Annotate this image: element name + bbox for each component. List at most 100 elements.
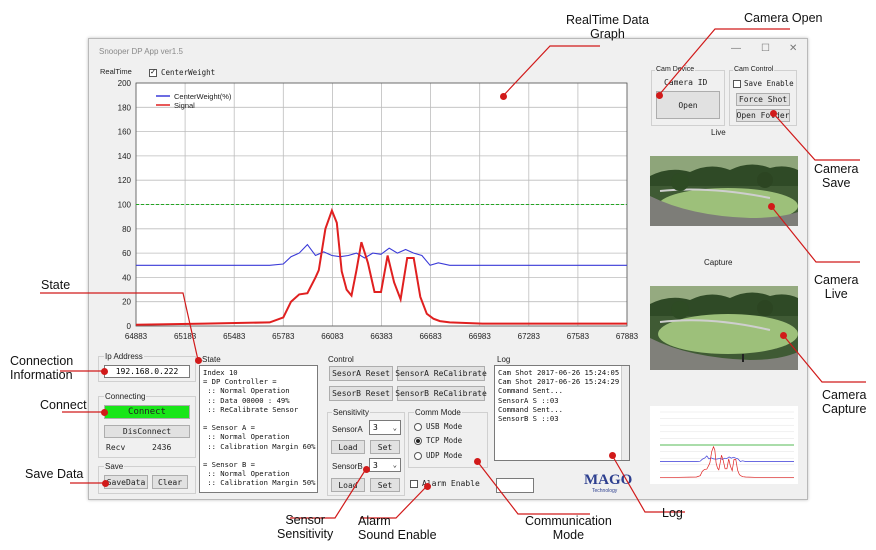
comm-mode-title: Comm Mode	[414, 408, 462, 417]
y-tick-label: 100	[118, 201, 132, 210]
sensor-b-reset-button[interactable]: SesorB Reset	[329, 386, 393, 401]
udp-mode-radio[interactable]	[414, 452, 422, 460]
x-tick-label: 65483	[223, 332, 246, 341]
callout-line-realtime	[502, 45, 600, 97]
save-enable-label: Save Enable	[744, 79, 794, 88]
cam-device-title: Cam Device	[655, 66, 696, 73]
log-textbox: Cam Shot 2017-06-26 15:24:05 Cam Shot 20…	[494, 365, 630, 461]
x-tick-label: 66683	[419, 332, 442, 341]
sensor-a-reset-button[interactable]: SesorA Reset	[329, 366, 393, 381]
save-group	[98, 466, 196, 494]
y-tick-label: 40	[122, 273, 131, 282]
x-tick-label: 65783	[272, 332, 295, 341]
clear-button[interactable]: Clear	[152, 475, 188, 489]
sensor-a-select[interactable]: 3 ⌄	[369, 420, 401, 435]
force-shot-button[interactable]: Force Shot	[736, 93, 790, 106]
disconnect-button[interactable]: DisConnect	[104, 425, 190, 438]
annotation-sensor-sensitivity: Sensor Sensitivity	[277, 513, 334, 541]
live-label: Live	[711, 128, 726, 137]
ip-group	[98, 356, 196, 382]
sensor-b-recalibrate-button[interactable]: SensorB ReCalibrate	[395, 386, 487, 401]
camera-open-button[interactable]: Open	[656, 91, 720, 119]
callout-line-log	[611, 454, 685, 513]
close-button[interactable]: ✕	[789, 43, 798, 54]
sensor-a-value: 3	[373, 423, 378, 432]
annotation-dot	[195, 357, 202, 364]
log-scrollbar[interactable]	[621, 366, 629, 460]
annotation-dot	[102, 480, 109, 487]
annotation-camera-live: Camera Live	[814, 273, 859, 301]
series-line-0	[136, 243, 627, 266]
annotation-dot	[424, 483, 431, 490]
annotation-dot	[656, 92, 663, 99]
tcp-mode-radio[interactable]	[414, 437, 422, 445]
thumbnail-chart	[650, 406, 798, 484]
annotation-dot	[770, 110, 777, 117]
callout-line-sensitivity	[290, 468, 367, 519]
annotation-save-data: Save Data	[25, 467, 84, 481]
y-tick-label: 140	[118, 152, 132, 161]
sensor-a-load-button[interactable]: Load	[331, 440, 365, 454]
ip-title: Ip Address	[104, 352, 144, 361]
sensor-a-label: SensorA	[332, 425, 363, 434]
sensor-a-set-button[interactable]: Set	[370, 440, 400, 454]
x-tick-label: 64883	[125, 332, 148, 341]
sensor-b-select[interactable]: 3 ⌄	[369, 458, 401, 472]
series-line-1	[135, 207, 627, 326]
annotation-dot	[780, 332, 787, 339]
annotation-dot	[363, 466, 370, 473]
mago-logo-subtext: Technology	[592, 488, 618, 494]
annotation-alarm-sound: Alarm Sound Enable	[358, 514, 437, 542]
save-enable-checkbox[interactable]	[733, 80, 741, 88]
callout-line-camera-open	[658, 28, 790, 96]
callout-line-camera-save	[772, 112, 860, 161]
connecting-title: Connecting	[104, 392, 147, 401]
centerweight-checkbox[interactable]: ✓	[149, 69, 157, 77]
y-tick-label: 80	[122, 225, 131, 234]
callout-line-comm-mode	[476, 460, 590, 515]
sensor-b-label: SensorB	[332, 462, 363, 471]
annotation-camera-open: Camera Open	[744, 11, 823, 25]
camera-id-label: Camera ID	[664, 78, 708, 87]
callout-line-camera-live	[770, 205, 860, 263]
annotation-dot	[500, 93, 507, 100]
maximize-button[interactable]: ☐	[761, 43, 770, 54]
mago-logo: MAGO	[584, 472, 633, 488]
sensor-b-set-button[interactable]: Set	[370, 478, 400, 492]
window-title: Snooper DP App ver1.5	[99, 47, 183, 56]
sensitivity-title: Sensitivity	[332, 408, 371, 417]
save-title: Save	[104, 462, 125, 471]
usb-mode-label: USB Mode	[426, 422, 463, 431]
log-title: Log	[497, 355, 511, 364]
annotation-comm-mode: Communication Mode	[525, 514, 612, 542]
y-tick-label: 160	[118, 128, 132, 137]
x-tick-label: 66383	[370, 332, 393, 341]
sensor-b-load-button[interactable]: Load	[331, 478, 365, 492]
annotation-dot	[101, 368, 108, 375]
annotation-log: Log	[662, 506, 683, 520]
realtime-chart: 0 20 40 60 80 100 120 140 160 180 200 64883 65183 654…	[118, 79, 639, 341]
x-tick-label: 65183	[174, 332, 197, 341]
annotation-connect: Connect	[40, 398, 87, 412]
annotation-dot	[768, 203, 775, 210]
x-tick-label: 67583	[567, 332, 590, 341]
centerweight-label: CenterWeight	[161, 68, 216, 77]
annotation-connection-info: Connection Information	[10, 354, 74, 382]
connect-button[interactable]: Connect	[104, 405, 190, 419]
alarm-enable-checkbox[interactable]	[410, 480, 418, 488]
x-tick-label: 66083	[321, 332, 344, 341]
sensor-a-recalibrate-button[interactable]: SensorA ReCalibrate	[395, 366, 487, 381]
sensor-b-value: 3	[373, 460, 378, 470]
cam-control-title: Cam Control	[733, 66, 775, 73]
minimize-button[interactable]: —	[731, 43, 741, 54]
alarm-enable-label: Alarm Enable	[422, 479, 480, 488]
mini-series-line-0	[660, 455, 794, 462]
mini-series-line-1	[659, 445, 794, 479]
callout-line-camera-capture	[782, 334, 866, 383]
connecting-group	[98, 396, 196, 458]
usb-mode-radio[interactable]	[414, 423, 422, 431]
y-tick-label: 20	[122, 298, 131, 307]
recv-value: 2436	[152, 443, 172, 452]
legend-label: CenterWeight(%)	[174, 92, 232, 101]
